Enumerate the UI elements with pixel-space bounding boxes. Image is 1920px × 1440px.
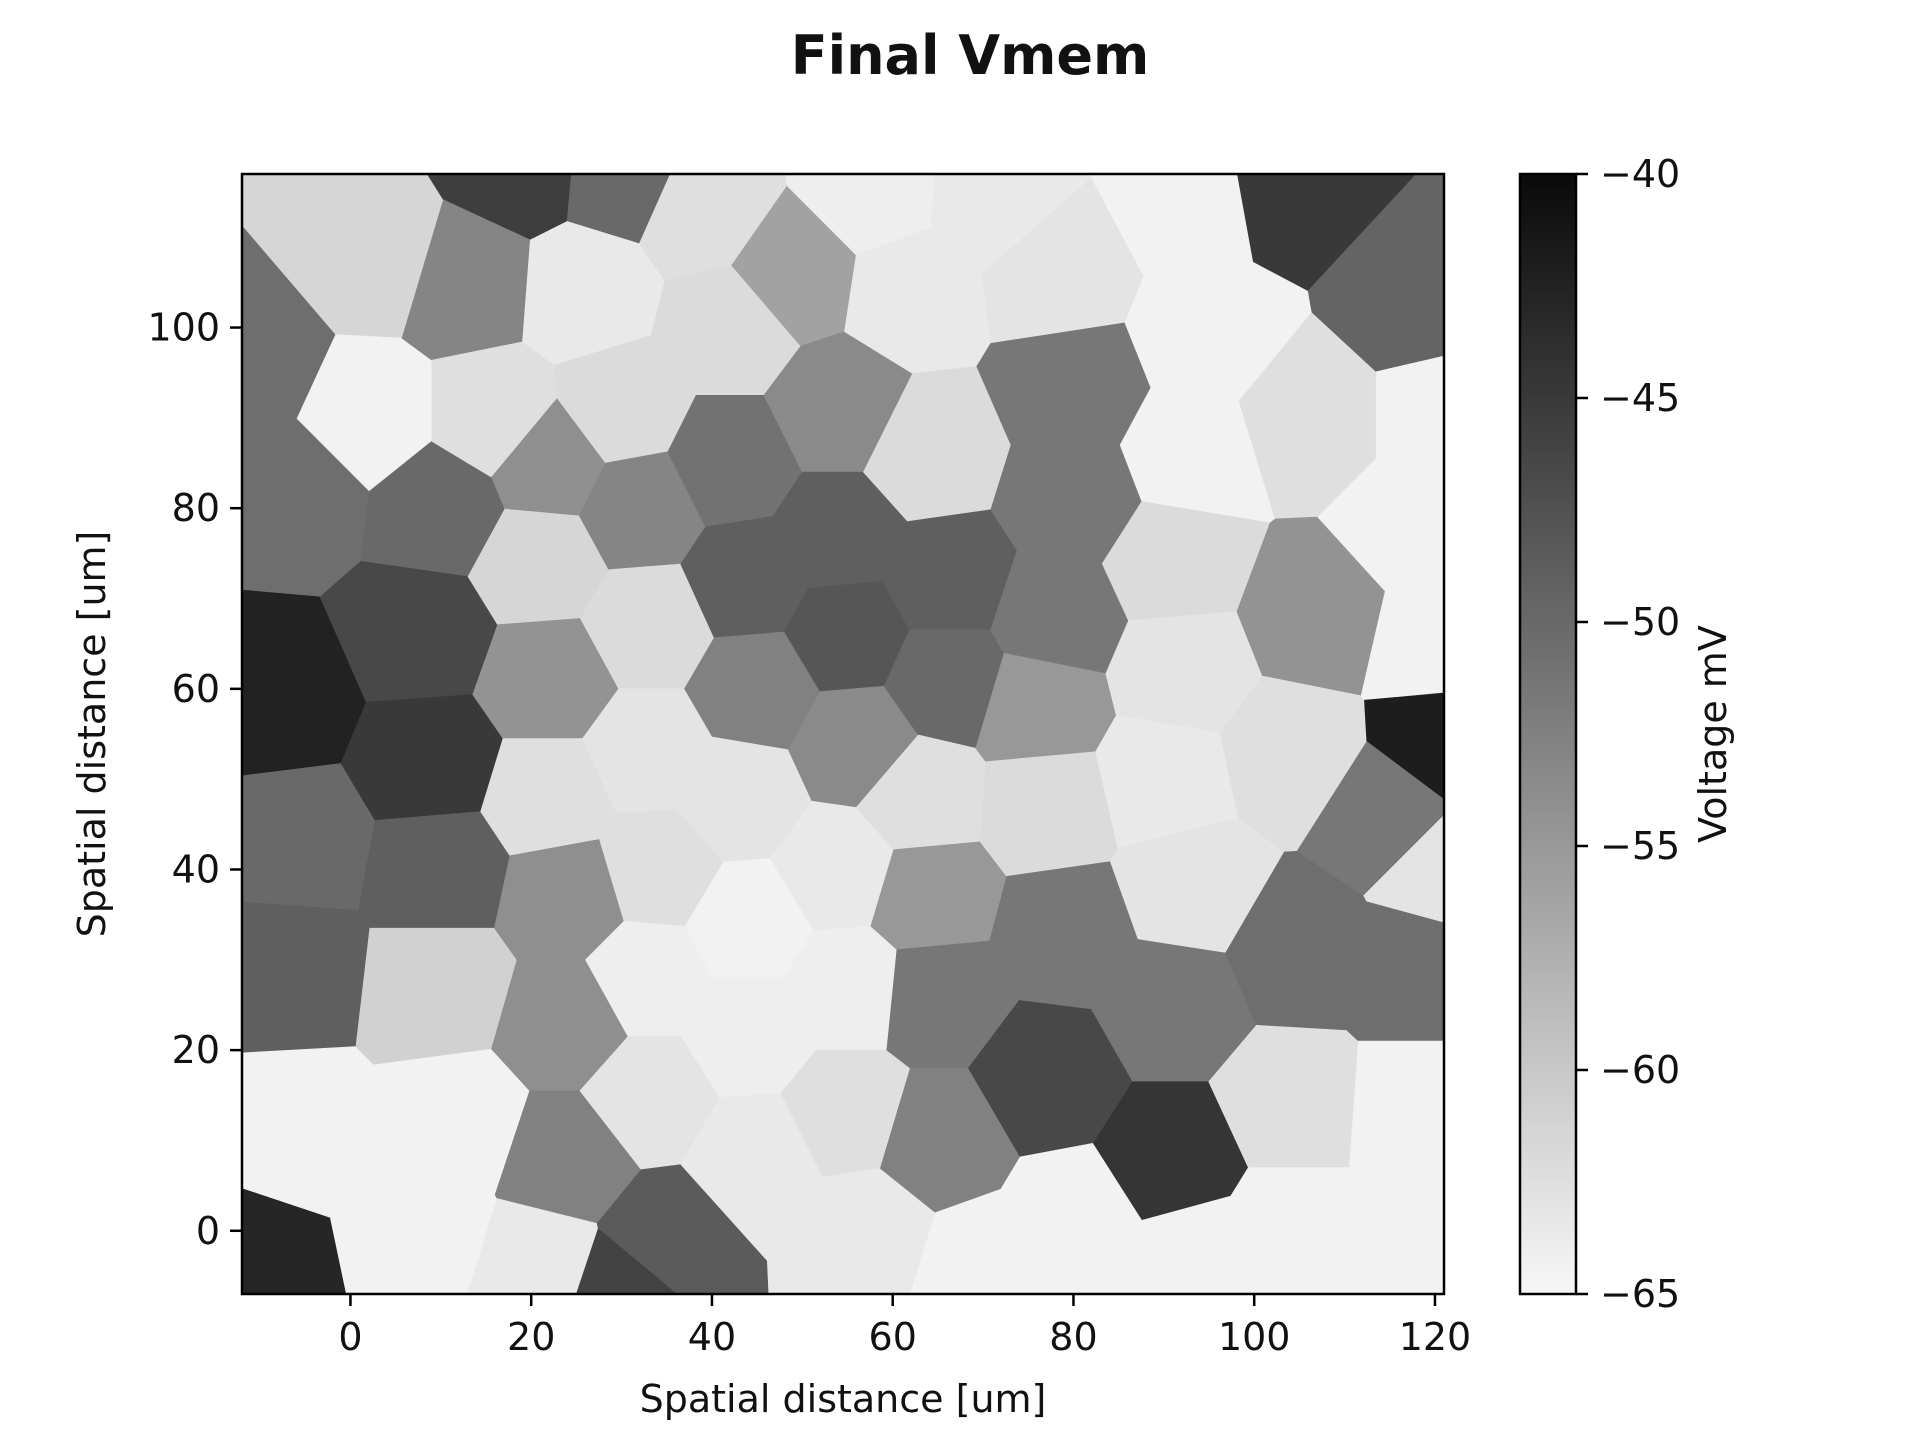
voronoi-cell [242, 901, 371, 1054]
voronoi-cell [1317, 458, 1444, 592]
colorbar-tick-label: −65 [1600, 1272, 1680, 1316]
colorbar-frame [1518, 172, 1578, 1296]
y-tick-label: 60 [172, 667, 220, 711]
voronoi-cell [576, 1228, 678, 1294]
x-tick-label: 60 [869, 1315, 917, 1359]
plot-cells [242, 174, 1444, 1294]
voronoi-cell [870, 841, 1008, 950]
y-tick-label: 0 [196, 1209, 220, 1253]
voronoi-cell [357, 811, 511, 929]
x-tick-label: 0 [338, 1315, 362, 1359]
x-tick-label: 40 [688, 1315, 736, 1359]
x-tick-label: 80 [1049, 1315, 1097, 1359]
voronoi-cell [1353, 1171, 1444, 1294]
plot-frame [240, 172, 1446, 1296]
x-axis-label: Spatial distance [um] [640, 1377, 1047, 1421]
voronoi-cell [1296, 741, 1444, 897]
colorbar-tick-label: −50 [1600, 600, 1680, 644]
colorbar-tick-label: −55 [1600, 824, 1680, 868]
y-axis-label: Spatial distance [um] [70, 531, 114, 938]
voronoi-cell [1346, 901, 1444, 1042]
y-axis: 0 20 40 60 80 100 [147, 306, 242, 1253]
colorbar-tick-label: −60 [1600, 1048, 1680, 1092]
x-tick-label: 100 [1218, 1315, 1291, 1359]
colorbar-tick-label: −45 [1600, 376, 1680, 420]
voronoi-cell [1349, 1040, 1444, 1173]
voronoi-cell [1360, 581, 1444, 701]
colorbar-tick-label: −40 [1600, 152, 1680, 196]
voronoi-cell [1375, 355, 1444, 476]
x-tick-label: 120 [1399, 1315, 1472, 1359]
x-tick-label: 20 [507, 1315, 555, 1359]
y-tick-label: 40 [172, 847, 220, 891]
voronoi-cell [340, 694, 504, 821]
x-axis: 0 20 40 60 80 100 120 [338, 1294, 1471, 1359]
colorbar-axis: −40 −45 −50 −55 −60 −65 [1576, 152, 1680, 1316]
voronoi-cell [979, 751, 1119, 877]
y-tick-label: 100 [147, 306, 220, 350]
chart-title: Final Vmem [791, 24, 1150, 87]
y-tick-label: 20 [172, 1028, 220, 1072]
colorbar-gradient [1520, 174, 1576, 1294]
colorbar-label: Voltage mV [1691, 625, 1735, 843]
y-tick-label: 80 [172, 486, 220, 530]
